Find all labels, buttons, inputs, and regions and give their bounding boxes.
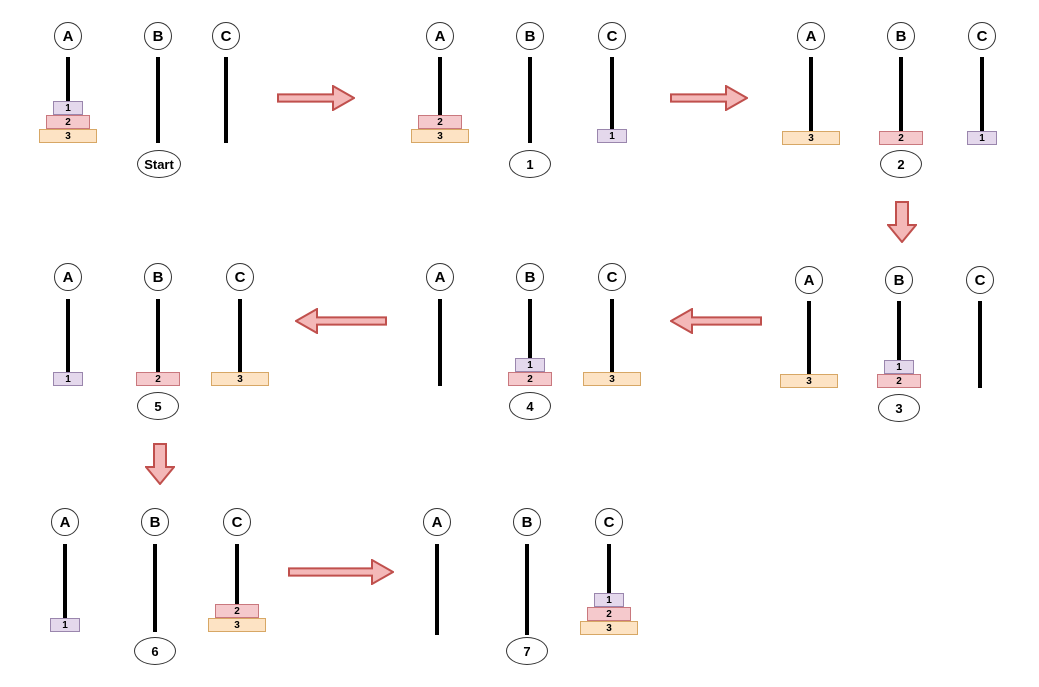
peg-rod-b (525, 544, 529, 635)
peg-label-a: A (426, 22, 454, 50)
peg-label-c: C (598, 263, 626, 291)
disk-2: 2 (879, 131, 923, 145)
disk-3: 3 (411, 129, 469, 143)
peg-rod-c (610, 299, 614, 386)
peg-rod-b (528, 57, 532, 143)
peg-label-a: A (795, 266, 823, 294)
disk-2: 2 (46, 115, 90, 129)
disk-2: 2 (508, 372, 552, 386)
peg-label-a: A (797, 22, 825, 50)
arrow-down-icon (145, 443, 175, 485)
disk-3: 3 (583, 372, 641, 386)
peg-rod-a (435, 544, 439, 635)
disk-1: 1 (597, 129, 627, 143)
peg-label-b: B (144, 22, 172, 50)
peg-label-b: B (516, 22, 544, 50)
peg-label-b: B (516, 263, 544, 291)
disk-1: 1 (967, 131, 997, 145)
step-label: 7 (506, 637, 548, 665)
peg-label-a: A (426, 263, 454, 291)
peg-label-b: B (513, 508, 541, 536)
peg-label-c: C (212, 22, 240, 50)
arrow-right-icon (288, 559, 394, 585)
peg-label-c: C (223, 508, 251, 536)
peg-label-a: A (423, 508, 451, 536)
peg-rod-b (156, 57, 160, 143)
peg-rod-b (528, 299, 532, 386)
disk-3: 3 (208, 618, 266, 632)
peg-rod-b (153, 544, 157, 632)
disk-1: 1 (50, 618, 80, 632)
peg-rod-b (156, 299, 160, 386)
disk-3: 3 (211, 372, 269, 386)
step-label: 5 (137, 392, 179, 420)
peg-rod-c (224, 57, 228, 143)
peg-rod-c (610, 57, 614, 143)
peg-label-c: C (598, 22, 626, 50)
step-label: 6 (134, 637, 176, 665)
peg-rod-a (809, 57, 813, 145)
peg-rod-a (438, 57, 442, 143)
peg-label-c: C (968, 22, 996, 50)
peg-rod-b (899, 57, 903, 145)
disk-1: 1 (594, 593, 624, 607)
step-label: 4 (509, 392, 551, 420)
disk-2: 2 (136, 372, 180, 386)
peg-rod-c (607, 544, 611, 635)
disk-2: 2 (587, 607, 631, 621)
peg-label-a: A (51, 508, 79, 536)
peg-label-c: C (595, 508, 623, 536)
peg-label-b: B (885, 266, 913, 294)
peg-label-c: C (226, 263, 254, 291)
peg-rod-b (897, 301, 901, 388)
peg-rod-a (66, 299, 70, 386)
peg-rod-a (438, 299, 442, 386)
peg-rod-c (978, 301, 982, 388)
disk-1: 1 (53, 372, 83, 386)
arrow-left-icon (295, 308, 387, 334)
peg-rod-c (980, 57, 984, 145)
disk-3: 3 (782, 131, 840, 145)
step-label: 2 (880, 150, 922, 178)
disk-1: 1 (515, 358, 545, 372)
step-label: Start (137, 150, 181, 178)
arrow-right-icon (670, 85, 748, 111)
peg-label-b: B (887, 22, 915, 50)
step-label: 1 (509, 150, 551, 178)
peg-label-b: B (144, 263, 172, 291)
arrow-down-icon (887, 201, 917, 243)
peg-label-a: A (54, 263, 82, 291)
disk-2: 2 (215, 604, 259, 618)
peg-rod-c (235, 544, 239, 632)
peg-label-a: A (54, 22, 82, 50)
arrow-left-icon (670, 308, 762, 334)
peg-rod-c (238, 299, 242, 386)
disk-3: 3 (39, 129, 97, 143)
arrow-right-icon (277, 85, 355, 111)
peg-rod-a (66, 57, 70, 143)
disk-1: 1 (884, 360, 914, 374)
disk-3: 3 (780, 374, 838, 388)
peg-label-b: B (141, 508, 169, 536)
disk-3: 3 (580, 621, 638, 635)
peg-label-c: C (966, 266, 994, 294)
disk-1: 1 (53, 101, 83, 115)
step-label: 3 (878, 394, 920, 422)
disk-2: 2 (418, 115, 462, 129)
peg-rod-a (63, 544, 67, 632)
disk-2: 2 (877, 374, 921, 388)
peg-rod-a (807, 301, 811, 388)
